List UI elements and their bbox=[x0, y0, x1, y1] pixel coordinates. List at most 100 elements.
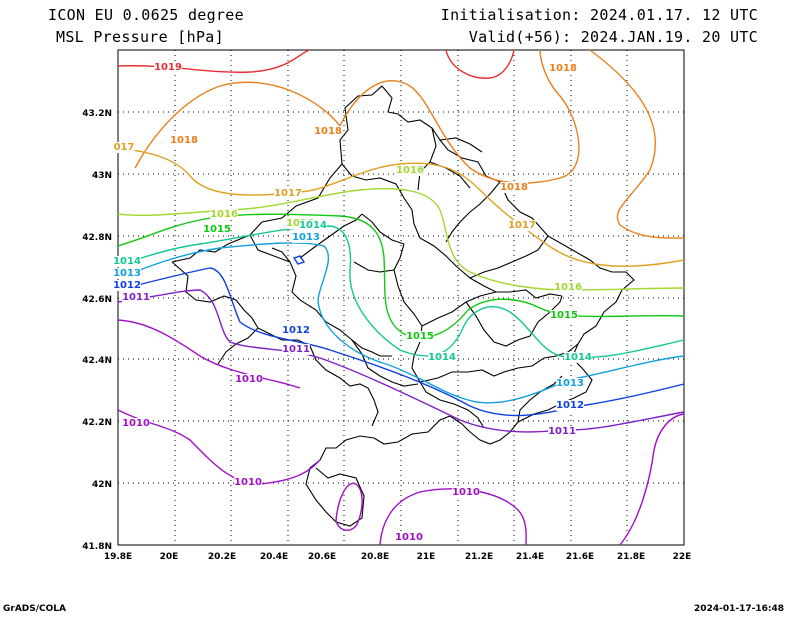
contour-label-bg bbox=[122, 292, 150, 303]
lon-tick: 21.4E bbox=[516, 552, 544, 562]
contour-label: 017 bbox=[114, 142, 135, 153]
graticule bbox=[118, 50, 684, 545]
lon-tick: 20.8E bbox=[361, 552, 389, 562]
contour-label-bg bbox=[406, 331, 434, 342]
isobar-1013-ring bbox=[292, 255, 306, 265]
contour-label: 1019 bbox=[154, 62, 182, 73]
contour-label: 1013 bbox=[556, 378, 584, 389]
valid-time: Valid(+56): 2024.JAN.19. 20 UTC bbox=[468, 28, 758, 46]
contour-label-bg bbox=[113, 256, 141, 267]
contour-label: 1011 bbox=[122, 292, 150, 303]
contour-label: 1012 bbox=[282, 325, 310, 336]
contour-label-bg bbox=[282, 344, 310, 355]
contour-label: 1014 bbox=[113, 256, 141, 267]
contour-label-bg bbox=[508, 220, 536, 231]
contour-label-bg bbox=[556, 400, 584, 411]
contour-label-bg bbox=[452, 487, 480, 498]
contour-label-bg bbox=[564, 352, 592, 363]
isobar-1016 bbox=[117, 187, 685, 291]
lon-tick: 20E bbox=[160, 552, 179, 562]
contour-label-bg bbox=[549, 63, 577, 74]
lon-tick: 19.8E bbox=[104, 552, 132, 562]
lat-tick: 42N bbox=[92, 480, 112, 490]
contour-label: 1015 bbox=[406, 331, 434, 342]
isobar-1019 bbox=[117, 49, 311, 73]
lat-tick: 42.2N bbox=[82, 418, 112, 428]
contour-label-bg bbox=[203, 224, 231, 235]
lat-tick: 42.6N bbox=[82, 295, 112, 305]
lat-tick: 41.8N bbox=[82, 542, 112, 552]
contour-label-bg bbox=[113, 280, 141, 291]
contour-label: 1011 bbox=[282, 344, 310, 355]
lat-tick: 43.2N bbox=[82, 109, 112, 119]
contour-label: 1018 bbox=[314, 126, 342, 137]
contour-label: 1016 bbox=[396, 165, 424, 176]
contour-label: 1016 bbox=[210, 209, 238, 220]
contour-label-bg bbox=[556, 378, 584, 389]
contour-label-bg bbox=[548, 426, 576, 437]
lon-tick: 21.2E bbox=[465, 552, 493, 562]
contour-label-bg bbox=[235, 374, 263, 385]
contour-label: 1010 bbox=[395, 532, 423, 543]
contour-label: 1010 bbox=[234, 477, 262, 488]
contour-label-bg bbox=[210, 209, 238, 220]
isobar-1018 bbox=[134, 49, 580, 184]
contour-label-bg bbox=[396, 165, 424, 176]
contour-label: 1014 bbox=[428, 352, 456, 363]
isobar-1010d bbox=[335, 482, 363, 531]
contour-label-bg bbox=[113, 268, 141, 279]
contour-label: 1011 bbox=[548, 426, 576, 437]
contour-label-bg bbox=[554, 282, 582, 293]
contour-label-bg bbox=[314, 126, 342, 137]
contour-label-bg bbox=[299, 220, 327, 231]
lon-tick: 20.2E bbox=[208, 552, 236, 562]
contour-label-bg bbox=[550, 310, 578, 321]
lon-tick: 21E bbox=[417, 552, 436, 562]
contour-label-bg bbox=[282, 325, 310, 336]
contour-label: 1015 bbox=[203, 224, 231, 235]
lon-tick: 21.8E bbox=[617, 552, 645, 562]
contour-label-bg bbox=[428, 352, 456, 363]
model-title: ICON EU 0.0625 degree bbox=[48, 6, 244, 24]
contour-label-bg bbox=[122, 418, 150, 429]
contour-label: 1017 bbox=[508, 220, 536, 231]
lon-tick: 20.6E bbox=[308, 552, 336, 562]
contour-label: 1018 bbox=[549, 63, 577, 74]
isobar-1017 bbox=[117, 147, 685, 267]
lat-tick: 42.8N bbox=[82, 233, 112, 243]
lat-tick: 42.4N bbox=[82, 356, 112, 366]
init-time: Initialisation: 2024.01.17. 12 UTC bbox=[440, 6, 758, 24]
contour-label: 1014 bbox=[564, 352, 592, 363]
contour-label-bg bbox=[154, 62, 182, 73]
isobar-1018b bbox=[589, 49, 685, 239]
footer-left: GrADS/COLA bbox=[3, 604, 66, 614]
isobar-1010b bbox=[117, 409, 321, 485]
isobar-1010 bbox=[117, 319, 301, 389]
contour-label-bg bbox=[292, 232, 320, 243]
contour-label: 1013 bbox=[292, 232, 320, 243]
contour-label: 1010 bbox=[235, 374, 263, 385]
borders bbox=[171, 85, 635, 527]
footer-right: 2024-01-17-16:48 bbox=[694, 604, 784, 614]
contour-label-bg bbox=[274, 188, 302, 199]
contour-label-bg bbox=[500, 182, 528, 193]
lon-tick: 21.6E bbox=[566, 552, 594, 562]
contour-label-bg bbox=[113, 142, 135, 153]
contour-label: 1018 bbox=[170, 135, 198, 146]
contour-label-bg bbox=[170, 135, 198, 146]
lat-axis: 43.2N 43N 42.8N 42.6N 42.4N 42.2N 42N 41… bbox=[82, 109, 112, 552]
isobar-1010e bbox=[619, 413, 685, 546]
contour-label: 1017 bbox=[274, 188, 302, 199]
contour-labels: 1019 1018 1018 1018 1018 017 1017 1017 1016 1016 1… bbox=[113, 62, 592, 543]
contour-label: 1010 bbox=[452, 487, 480, 498]
contour-label: 1010 bbox=[122, 418, 150, 429]
contour-label: 1016 bbox=[554, 282, 582, 293]
isobar-1019b bbox=[445, 49, 515, 79]
contour-label: 1018 bbox=[500, 182, 528, 193]
contour-label: 1014 bbox=[299, 220, 327, 231]
contour-label-bg bbox=[234, 477, 262, 488]
contour-label: 1012 bbox=[556, 400, 584, 411]
lon-tick: 20.4E bbox=[260, 552, 288, 562]
lon-axis: 19.8E 20E 20.2E 20.4E 20.6E 20.8E 21E 21… bbox=[104, 552, 692, 562]
